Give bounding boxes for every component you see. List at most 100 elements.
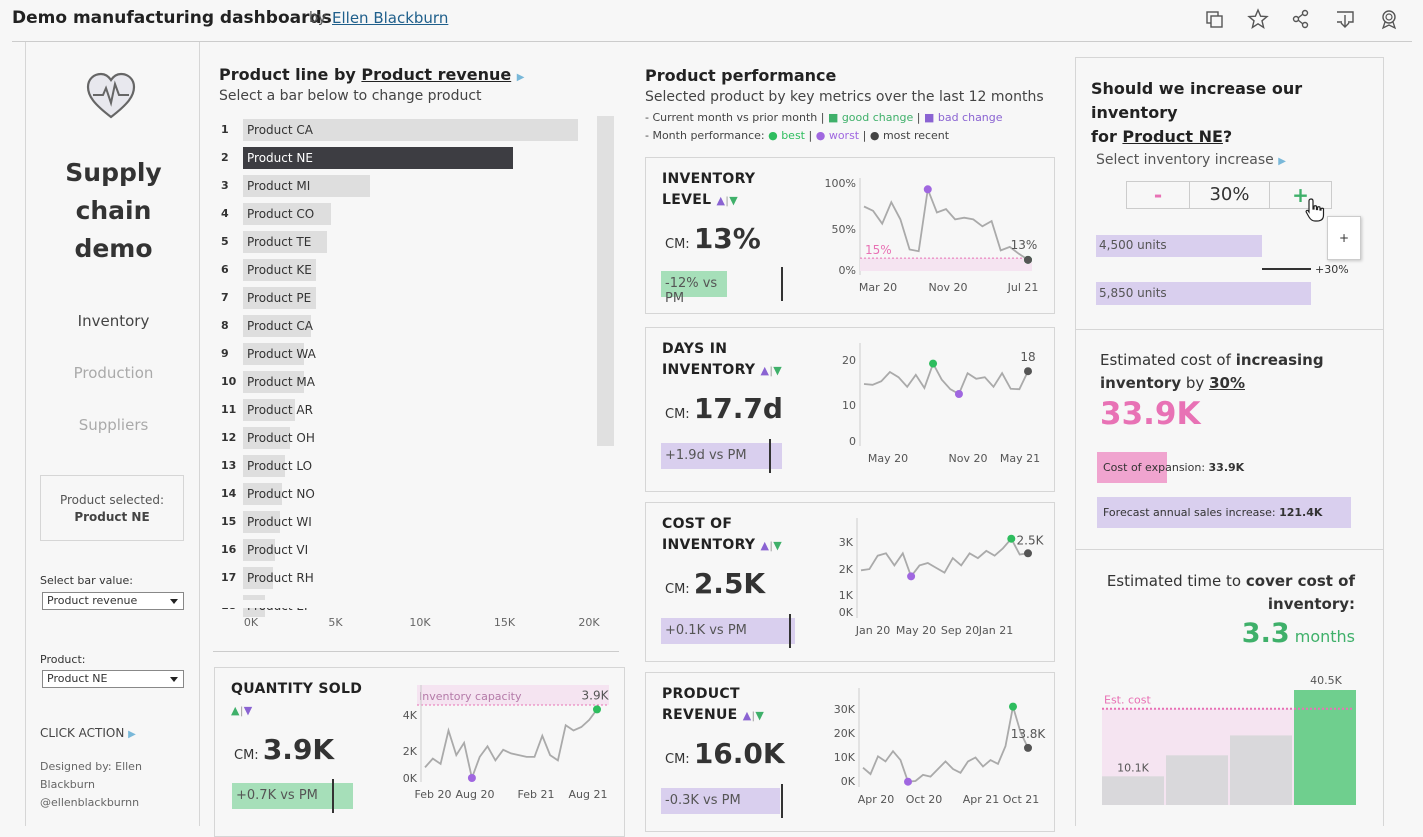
bar-clip: [221, 600, 611, 608]
metric-card: COST OF INVENTORY ▲|▼ CM: 2.5K +0.1K vs PM 3…: [645, 502, 1055, 662]
duplicate-icon[interactable]: [1203, 8, 1225, 30]
bar-label: Product VI: [247, 543, 309, 557]
bar[interactable]: [243, 147, 513, 169]
metric-cm-value: 16.0K: [693, 737, 785, 770]
bar[interactable]: [243, 175, 370, 197]
cm-label: CM:: [665, 407, 690, 422]
bar-label: Product PE: [247, 291, 312, 305]
increase-button[interactable]: +: [1292, 183, 1309, 207]
product-selected-box: Product selected: Product NE: [40, 475, 184, 541]
metric-change: +0.1K vs PM: [665, 623, 747, 638]
badge-icon[interactable]: [1378, 8, 1400, 30]
bar[interactable]: [243, 343, 304, 365]
y-tick-label: 0K: [839, 606, 854, 619]
recent-marker: [1024, 743, 1032, 752]
legend-text: - Month performance:: [645, 129, 765, 142]
bar[interactable]: [243, 567, 273, 589]
nav-production[interactable]: Production: [73, 364, 154, 382]
legend-text: - Current month vs prior month |: [645, 111, 825, 124]
time-title-bold2: inventory:: [1267, 595, 1355, 613]
metric-card: DAYS IN INVENTORY ▲|▼ CM: 17.7d +1.9d vs PM…: [645, 327, 1055, 492]
metric-chart: 100% 50% 0%Mar 20 Nov 20 Jul 21 13% 15%: [825, 177, 1039, 294]
point-marker: [1007, 534, 1016, 543]
time-panel: Estimated time to cover cost of inventory…: [1075, 550, 1384, 826]
cm-label: CM:: [665, 582, 690, 597]
end-label: 13.8K: [1011, 727, 1046, 741]
decrease-button[interactable]: -: [1127, 182, 1190, 208]
end-label: 2.5K: [1017, 533, 1045, 547]
bar[interactable]: [243, 287, 316, 309]
author-link[interactable]: Ellen Blackburn: [332, 9, 449, 27]
legend-worst: ● worst: [815, 129, 860, 142]
dashboard-title: Demo manufacturing dashboards: [12, 8, 332, 28]
cost-title-bold: increasing: [1235, 351, 1324, 369]
metric-change: -12% vs PM: [665, 276, 718, 306]
click-action-label[interactable]: CLICK ACTION ▶: [40, 726, 136, 740]
share-icon[interactable]: [1290, 8, 1312, 30]
bar[interactable]: [243, 315, 311, 337]
bar[interactable]: [243, 119, 578, 141]
inventory-stepper[interactable]: - 30% +: [1126, 181, 1332, 209]
bar[interactable]: [243, 427, 290, 449]
cm-label: CM:: [234, 748, 259, 763]
metric-card: PRODUCT REVENUE ▲|▼ CM: 16.0K -0.3K vs PM 30…: [645, 672, 1055, 832]
x-tick-label: Mar 20: [859, 281, 897, 294]
bar[interactable]: [243, 231, 327, 253]
units-bar-current-label: 4,500 units: [1099, 238, 1167, 252]
bar[interactable]: [243, 203, 331, 225]
bar[interactable]: [243, 259, 316, 281]
series-line: [424, 708, 598, 782]
download-icon[interactable]: [1334, 8, 1356, 30]
bar-label: Product KE: [247, 263, 312, 277]
bar[interactable]: [243, 371, 304, 393]
nav-inventory[interactable]: Inventory: [77, 312, 150, 330]
bar[interactable]: [243, 399, 295, 421]
legend-bad: ■ bad change: [923, 111, 1003, 124]
cost-title-bold2: inventory: [1100, 374, 1182, 392]
x-tick-label: Oct 20: [906, 793, 943, 806]
quantity-card: QUANTITY SOLD ▲|▼ CM: 3.9K +0.7K vs PM In…: [214, 667, 625, 837]
change-marker: [781, 267, 783, 301]
productline-title-link[interactable]: Product revenue: [361, 65, 512, 84]
question-text: Should we increase our inventory: [1091, 79, 1303, 122]
bar[interactable]: [243, 511, 280, 533]
bar-rank: 5: [221, 235, 229, 248]
bar[interactable]: [243, 455, 285, 477]
cost-big-value: 33.9K: [1100, 396, 1201, 432]
star-icon[interactable]: [1247, 8, 1269, 30]
product-dropdown[interactable]: Product NE: [42, 670, 184, 688]
bar-label: Product CA: [247, 319, 313, 333]
bar-label: Product AR: [247, 403, 313, 417]
metric-cm: CM: 2.5K: [665, 567, 765, 600]
question-for: for: [1091, 127, 1117, 146]
cost-title-link[interactable]: 30%: [1209, 374, 1245, 392]
bar[interactable]: [243, 539, 275, 561]
triangle-down-icon: ▼: [729, 194, 738, 207]
bar[interactable]: [243, 483, 282, 505]
select-bar-dropdown[interactable]: Product revenue: [42, 592, 184, 610]
x-tick-label: Jan 21: [978, 624, 1013, 637]
y-tick-label: 0%: [839, 264, 856, 277]
point-marker: [467, 774, 476, 782]
designed-by-handle: @ellenblackburnn: [40, 796, 140, 809]
metric-title: INVENTORY LEVEL ▲|▼: [662, 169, 755, 212]
play-icon: ▶: [1278, 156, 1286, 167]
nav-suppliers[interactable]: Suppliers: [78, 416, 149, 434]
productline-title-pre: Product line by: [219, 65, 356, 84]
question-product-link[interactable]: Product NE: [1122, 127, 1223, 146]
designed-by-line: Blackburn: [40, 778, 96, 791]
bar-rank: 9: [221, 347, 229, 360]
legend-best-text: best: [781, 129, 805, 142]
point-marker: [1009, 702, 1017, 711]
sidebar: Supply chain demo Inventory Production S…: [25, 42, 200, 826]
change-marker: [769, 439, 771, 473]
bar-value-label: 40.5K: [1310, 674, 1342, 687]
quantity-cm-value: 3.9K: [262, 733, 335, 766]
increase-value: 30%: [1190, 182, 1270, 208]
point-marker: [923, 185, 932, 194]
legend-good-text: good change: [841, 111, 914, 124]
metric-title-line: COST OF: [662, 516, 733, 532]
x-tick-label: Nov 20: [949, 452, 988, 465]
productline-scrollbar[interactable]: [597, 116, 614, 446]
